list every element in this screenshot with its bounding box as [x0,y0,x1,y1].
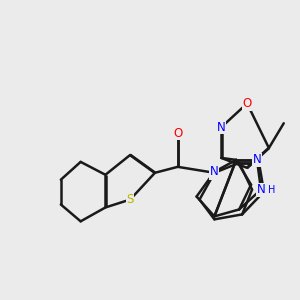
Text: S: S [127,193,134,206]
Text: N: N [253,153,261,167]
Text: N: N [210,165,219,178]
Text: N: N [256,183,265,196]
Text: O: O [242,97,252,110]
Text: H: H [268,184,276,195]
Text: O: O [173,127,182,140]
Text: N: N [217,121,226,134]
Text: N: N [210,166,219,179]
